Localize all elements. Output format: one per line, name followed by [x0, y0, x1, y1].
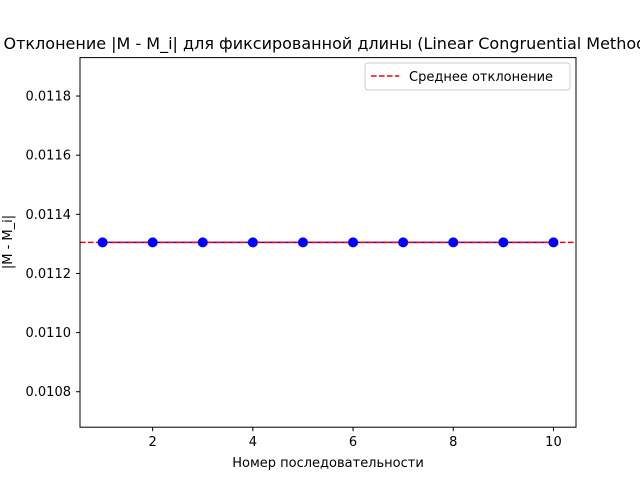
data-point — [147, 237, 158, 248]
y-axis-ticks: 0.0108 0.0110 0.0112 0.0114 0.0116 0.0118 — [26, 90, 80, 400]
data-point — [548, 237, 559, 248]
y-axis-label: |M - M_i| — [1, 215, 16, 269]
data-point — [247, 237, 258, 248]
x-axis-label: Номер последовательности — [232, 456, 424, 471]
y-tick-label: 0.0110 — [26, 326, 72, 341]
y-tick-label: 0.0108 — [26, 385, 72, 400]
y-tick-label: 0.0118 — [26, 90, 72, 105]
legend-label: Среднее отклонение — [409, 70, 553, 85]
data-point — [448, 237, 459, 248]
chart-title: Отклонение |M - M_i| для фиксированной д… — [3, 34, 640, 54]
x-tick-label: 6 — [349, 435, 357, 450]
legend: Среднее отклонение — [364, 62, 571, 91]
axes-frame — [79, 57, 577, 428]
x-tick-label: 10 — [545, 435, 562, 450]
data-point — [348, 237, 359, 248]
y-tick-label: 0.0116 — [26, 149, 72, 164]
data-point — [498, 237, 509, 248]
data-point — [197, 237, 208, 248]
x-axis-ticks: 2 4 6 8 10 — [149, 427, 562, 450]
legend-box — [364, 62, 571, 91]
data-point — [297, 237, 308, 248]
y-tick-label: 0.0114 — [26, 208, 72, 223]
y-tick-label: 0.0112 — [26, 267, 72, 282]
x-tick-label: 8 — [449, 435, 457, 450]
data-point — [398, 237, 409, 248]
x-tick-label: 4 — [249, 435, 257, 450]
data-point — [97, 237, 108, 248]
plot-area — [80, 237, 576, 248]
x-tick-label: 2 — [149, 435, 157, 450]
